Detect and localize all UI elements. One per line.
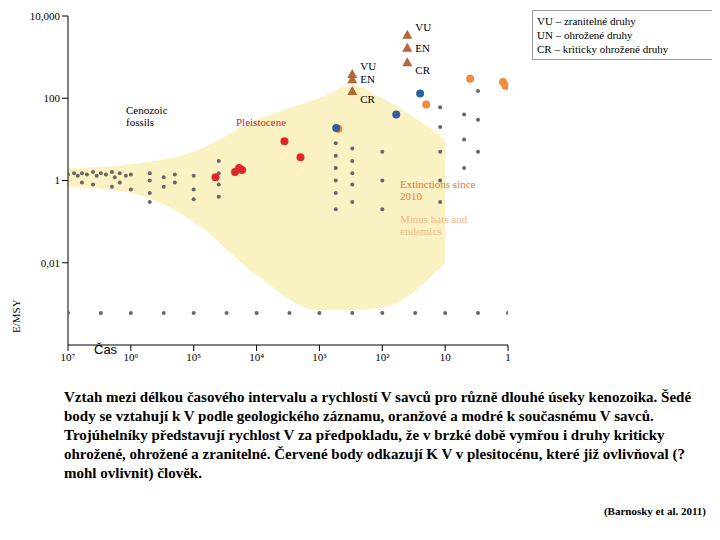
- html-text:UN – ohrožené druhy: UN – ohrožené druhy: [537, 29, 633, 41]
- svg-text:CR: CR: [415, 64, 430, 76]
- svg-text:EN: EN: [360, 73, 375, 85]
- svg-text:100: 100: [44, 92, 61, 104]
- svg-text:EN: EN: [415, 42, 430, 54]
- html-text:Minus bats and endemics: Minus bats and endemics: [400, 213, 468, 237]
- svg-text:E/MSY: E/MSY: [10, 299, 22, 333]
- svg-text:1: 1: [505, 351, 511, 363]
- html-text:Čas: Čas: [94, 342, 118, 357]
- svg-text:10²: 10²: [375, 351, 390, 363]
- svg-text:10⁶: 10⁶: [123, 351, 138, 363]
- svg-text:1: 1: [55, 174, 61, 186]
- html-text:(Barnosky et al. 2011): (Barnosky et al. 2011): [603, 505, 706, 517]
- html-text:VU – zranitelné druhy: VU – zranitelné druhy: [537, 15, 636, 27]
- svg-text:10⁴: 10⁴: [249, 351, 264, 363]
- html-text:Vztah mezi délkou časového int: Vztah mezi délkou časového intervalu a r…: [64, 389, 692, 481]
- html-text:Cenozoic fossils: Cenozoic fossils: [126, 104, 168, 128]
- svg-text:VU: VU: [360, 60, 376, 72]
- svg-text:0,01: 0,01: [41, 257, 60, 269]
- svg-text:10: 10: [440, 351, 452, 363]
- svg-text:10⁷: 10⁷: [61, 351, 76, 363]
- svg-text:10³: 10³: [312, 351, 327, 363]
- svg-text:CR: CR: [360, 93, 375, 105]
- html-text:CR – kriticky ohrožené druhy: CR – kriticky ohrožené druhy: [537, 43, 669, 55]
- svg-text:10⁵: 10⁵: [186, 351, 201, 363]
- svg-text:VU: VU: [415, 21, 431, 33]
- html-text:Extinctions since 2010: Extinctions since 2010: [400, 178, 476, 202]
- html-text:Pleistocene: Pleistocene: [236, 116, 287, 128]
- svg-text:10,000: 10,000: [30, 10, 61, 22]
